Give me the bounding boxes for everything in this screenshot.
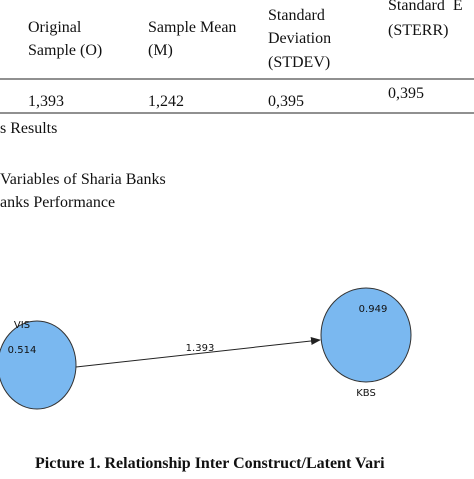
header-cell: (STERR) — [388, 22, 448, 39]
header-cell: (M) — [148, 42, 173, 59]
node-label: VIS — [14, 320, 30, 331]
paragraph: Variables of Sharia Banks — [0, 171, 166, 188]
paragraph: anks Performance — [0, 194, 115, 211]
node-value: 0.514 — [8, 345, 37, 356]
node-ellipse — [0, 320, 77, 410]
cell: 0,395 — [268, 93, 304, 110]
cell: 1,393 — [28, 93, 64, 110]
edge-arrow — [75, 337, 321, 368]
edge-label: 1.393 — [186, 343, 215, 354]
header-cell: Standard E — [388, 0, 463, 14]
node-value: 0.949 — [359, 304, 388, 315]
cell: 0,395 — [388, 85, 424, 102]
header-cell: Deviation — [268, 30, 331, 47]
header-cell: Sample (O) — [28, 42, 102, 59]
node-label: KBS — [356, 388, 376, 399]
caption: Picture 1. Relationship Inter Construct/… — [35, 455, 385, 472]
node-ellipse — [320, 287, 412, 383]
diagram: VIS 0.514 0.949 KBS 1.393 — [0, 287, 412, 410]
paragraph: s Results — [0, 120, 57, 137]
table: Original Sample (O) Sample Mean (M) Stan… — [0, 0, 474, 114]
cell: 1,242 — [148, 93, 184, 110]
header-cell: (STDEV) — [268, 54, 330, 71]
header-cell: Sample Mean — [148, 19, 236, 36]
header-cell: Original — [28, 19, 82, 36]
header-cell: Standard — [268, 7, 325, 24]
